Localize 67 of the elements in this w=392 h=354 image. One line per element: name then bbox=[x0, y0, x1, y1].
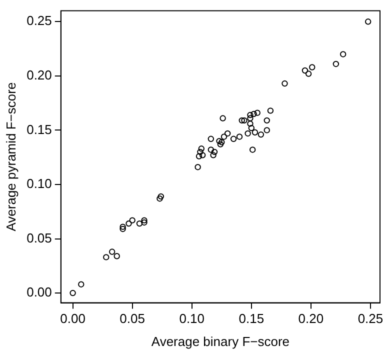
x-tick-label: 0.00 bbox=[60, 311, 86, 326]
point bbox=[78, 281, 84, 288]
point bbox=[264, 127, 270, 134]
point bbox=[103, 254, 110, 260]
point bbox=[126, 220, 132, 227]
y-tick-label: 0.05 bbox=[26, 230, 52, 246]
point bbox=[217, 141, 224, 148]
point bbox=[129, 217, 136, 224]
point bbox=[247, 115, 254, 122]
point bbox=[247, 120, 254, 127]
point bbox=[236, 134, 243, 140]
x-tick-label: 0.25 bbox=[358, 311, 384, 326]
point bbox=[70, 290, 76, 296]
point bbox=[254, 110, 260, 116]
point bbox=[309, 64, 316, 70]
point bbox=[208, 136, 214, 142]
point bbox=[282, 80, 288, 87]
y-axis-title: Average pyramid F−score bbox=[3, 82, 18, 232]
point bbox=[211, 148, 218, 156]
point bbox=[136, 220, 143, 227]
point bbox=[141, 217, 148, 224]
point bbox=[238, 117, 245, 124]
point bbox=[250, 110, 257, 118]
point bbox=[267, 108, 274, 114]
x-tick-label: 0.20 bbox=[298, 311, 324, 326]
point bbox=[241, 117, 248, 124]
point bbox=[109, 248, 116, 255]
y-tick-label: 0.15 bbox=[26, 122, 52, 137]
point bbox=[340, 51, 346, 58]
point bbox=[141, 219, 148, 226]
point bbox=[120, 224, 126, 230]
point bbox=[247, 112, 254, 118]
x-tick-label: 0.10 bbox=[179, 311, 205, 326]
y-tick-label: 0.00 bbox=[26, 284, 52, 300]
point bbox=[332, 60, 340, 68]
point bbox=[252, 129, 258, 136]
point bbox=[220, 115, 226, 122]
point bbox=[305, 70, 312, 77]
point bbox=[302, 67, 308, 74]
y-tick-label: 0.25 bbox=[26, 13, 52, 28]
point bbox=[248, 124, 255, 132]
y-tick-label: 0.20 bbox=[26, 68, 52, 83]
point bbox=[156, 195, 163, 202]
x-tick-label: 0.15 bbox=[238, 311, 264, 326]
point bbox=[216, 138, 222, 144]
x-tick-label: 0.05 bbox=[120, 311, 145, 326]
point bbox=[158, 193, 164, 200]
point bbox=[250, 146, 256, 153]
point bbox=[197, 148, 204, 156]
y-tick-label: 0.10 bbox=[26, 176, 52, 192]
point bbox=[194, 164, 201, 170]
point bbox=[120, 226, 126, 232]
point bbox=[198, 146, 204, 152]
point bbox=[218, 139, 225, 146]
point bbox=[224, 130, 231, 137]
point bbox=[244, 130, 251, 137]
point bbox=[264, 117, 270, 124]
point bbox=[220, 134, 228, 140]
point bbox=[114, 253, 120, 260]
point bbox=[364, 18, 372, 25]
point bbox=[199, 152, 206, 158]
point bbox=[230, 136, 237, 142]
point bbox=[210, 152, 216, 158]
point bbox=[208, 146, 214, 153]
point bbox=[258, 131, 264, 138]
x-axis-title: Average binary F−score bbox=[151, 334, 290, 349]
point bbox=[196, 153, 202, 160]
